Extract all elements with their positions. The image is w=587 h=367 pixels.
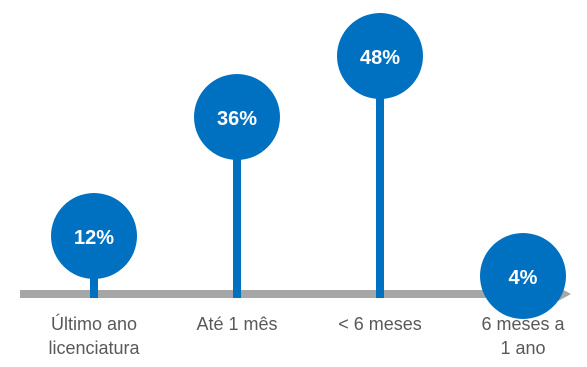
- lollipop-circle: [337, 13, 423, 99]
- data-label: 12%: [74, 227, 114, 249]
- data-label: 4%: [509, 267, 538, 289]
- category-label: Último ano licenciatura: [48, 313, 140, 358]
- category-label: Até 1 mês: [196, 314, 277, 334]
- lollipop-circle: [194, 74, 280, 160]
- data-label: 36%: [217, 108, 257, 130]
- data-label: 48%: [360, 47, 400, 69]
- category-label: < 6 meses: [338, 314, 422, 334]
- lollipop-circle: [51, 193, 137, 279]
- lollipop-circle: [480, 233, 566, 319]
